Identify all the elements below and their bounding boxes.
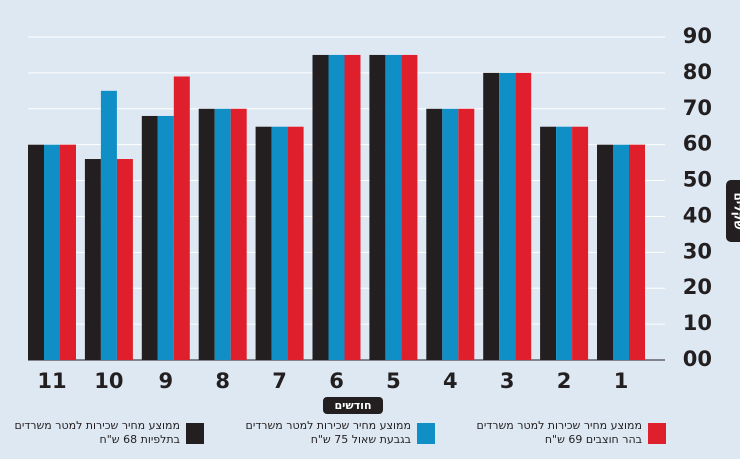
bar [515, 72, 532, 360]
x-tick-label: 1 [614, 369, 629, 393]
bar [28, 144, 44, 360]
legend-label: ממוצע מחיר שכירות למטר משרדים בתלפיות 68… [14, 419, 180, 446]
bar [369, 54, 386, 360]
y-axis-label: שקלים [732, 192, 740, 229]
x-tick-label: 10 [94, 369, 123, 393]
legend-label: ממוצע מחיר שכירות למטר משרדים בגבעת שאול… [245, 419, 411, 446]
bar [271, 126, 288, 360]
bar [116, 159, 133, 360]
bar [100, 90, 117, 360]
x-tick-label: 3 [500, 369, 515, 393]
legend-label: ממוצע מחיר שכירות למטר משרדים בהר חוצבים… [476, 419, 642, 446]
x-tick-label: 8 [215, 369, 230, 393]
bar [287, 126, 304, 360]
bar [344, 54, 361, 360]
bar [483, 72, 500, 360]
bar [442, 108, 459, 361]
bar [230, 108, 247, 361]
y-label-box [726, 180, 740, 242]
bar [60, 144, 76, 360]
bar [401, 54, 418, 360]
bar [157, 115, 174, 360]
x-tick-label: 5 [386, 369, 401, 393]
legend-swatch [648, 423, 666, 444]
bar [572, 126, 589, 360]
bar [173, 76, 190, 360]
x-tick-label: 9 [158, 369, 173, 393]
bar [312, 54, 329, 360]
y-tick-label: 00 [683, 347, 712, 371]
bar [556, 126, 573, 360]
x-tick-label: 7 [272, 369, 287, 393]
bar [458, 108, 475, 361]
bar [613, 144, 629, 360]
y-tick-label: 20 [683, 275, 712, 299]
y-tick-label: 60 [683, 132, 712, 156]
bar [44, 144, 60, 360]
legend-swatch [186, 423, 204, 444]
x-axis-label: חודשים [334, 399, 371, 412]
bar [141, 115, 158, 360]
x-tick-label: 11 [37, 369, 66, 393]
y-tick-label: 70 [683, 96, 712, 120]
legend-swatch [417, 423, 435, 444]
bar [255, 126, 272, 360]
y-tick-label: 10 [683, 311, 712, 335]
y-tick-label: 90 [683, 24, 712, 48]
x-tick-label: 6 [329, 369, 344, 393]
bar [214, 108, 231, 361]
bar [426, 108, 443, 361]
x-tick-label: 4 [443, 369, 458, 393]
bar [540, 126, 557, 360]
x-tick-label: 2 [557, 369, 572, 393]
y-tick-label: 40 [683, 203, 712, 227]
bar [328, 54, 345, 360]
y-tick-label: 30 [683, 239, 712, 263]
bar [198, 108, 215, 361]
bar [84, 159, 101, 360]
bar [597, 144, 613, 360]
bar [385, 54, 402, 360]
x-label-box [323, 397, 383, 414]
y-tick-label: 80 [683, 60, 712, 84]
bar [629, 144, 645, 360]
y-tick-label: 50 [683, 168, 712, 192]
bar [499, 72, 516, 360]
